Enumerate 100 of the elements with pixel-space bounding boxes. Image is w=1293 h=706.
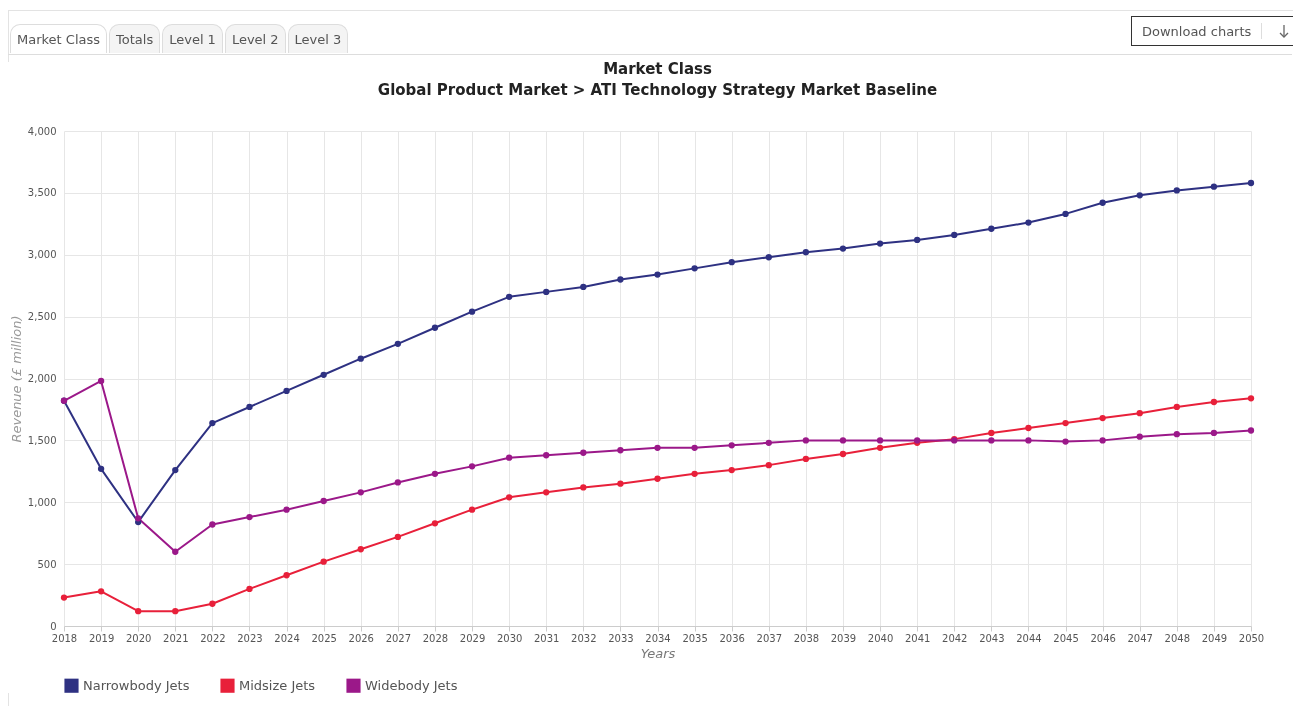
x-tick-label: 2024	[274, 632, 300, 644]
point	[283, 506, 290, 513]
y-tick-label: 3,000	[27, 249, 57, 261]
point	[765, 439, 772, 447]
point	[617, 480, 624, 487]
point	[802, 249, 810, 256]
point	[580, 283, 587, 291]
point	[654, 444, 661, 451]
point	[580, 484, 587, 491]
point	[1247, 179, 1255, 187]
text: Level 2	[224, 24, 286, 53]
point	[691, 444, 698, 451]
y-tick-label: 0	[50, 620, 57, 632]
point	[468, 506, 476, 513]
point	[172, 548, 179, 555]
point	[394, 340, 402, 348]
point	[1062, 419, 1069, 427]
point	[617, 447, 624, 454]
point	[802, 437, 810, 444]
point	[617, 276, 624, 283]
point	[1173, 403, 1180, 411]
x-tick-label: 2035	[682, 632, 708, 644]
point	[1062, 438, 1069, 445]
text: Level 3	[287, 24, 349, 53]
x-tick-label: 2026	[348, 632, 374, 644]
x-tick-label: 2043	[979, 632, 1005, 644]
point	[209, 419, 216, 427]
chart-subtitle: Global Product Market > ATI Technology Strategy Market Baseline	[377, 81, 938, 99]
point	[913, 236, 921, 244]
point	[543, 489, 550, 496]
point	[1136, 409, 1143, 417]
point	[1025, 424, 1032, 432]
point	[468, 308, 476, 315]
x-tick-label: 2034	[645, 632, 671, 644]
x-tick-label: 2050	[1238, 632, 1265, 644]
point	[1062, 210, 1069, 218]
x-tick-label: 2038	[793, 632, 820, 644]
point	[988, 225, 995, 232]
x-tick-label: 2028	[422, 632, 449, 644]
point	[135, 607, 142, 615]
point	[246, 585, 253, 593]
point	[988, 437, 995, 444]
x-tick-label: 2029	[459, 632, 486, 644]
y-tick-label: 1,000	[27, 496, 57, 508]
chart-title: Market Class	[603, 60, 712, 78]
point	[876, 437, 884, 444]
x-tick-label: 2042	[942, 632, 968, 644]
point	[320, 371, 327, 378]
point	[1210, 398, 1218, 406]
x-tick-label: 2047	[1127, 632, 1153, 644]
point	[394, 479, 402, 486]
point	[1210, 183, 1218, 190]
point	[431, 520, 439, 527]
x-tick-label: 2032	[571, 632, 597, 644]
point	[1173, 187, 1180, 194]
point	[1173, 431, 1180, 438]
point	[988, 429, 995, 437]
text: Level 1	[162, 24, 223, 53]
point	[505, 293, 513, 300]
x-tick-label: 2039	[830, 632, 857, 644]
point	[431, 470, 439, 477]
x-tick-label: 2021	[163, 632, 189, 644]
point	[654, 475, 661, 482]
x-tick-label: 2044	[1016, 632, 1042, 644]
x-tick-label: 2019	[88, 632, 115, 644]
y-tick-label: 3,500	[27, 187, 57, 199]
point	[1210, 429, 1218, 437]
point	[765, 461, 772, 469]
x-axis-title: Years	[640, 645, 676, 661]
point	[543, 452, 550, 459]
legend-label: Midsize Jets	[239, 677, 316, 693]
point	[283, 572, 290, 579]
point	[1136, 192, 1143, 199]
point	[1099, 199, 1106, 206]
point	[246, 403, 253, 411]
point	[951, 231, 958, 239]
point	[357, 355, 364, 362]
x-tick-label: 2036	[719, 632, 745, 644]
point	[468, 463, 476, 470]
point	[839, 437, 847, 444]
point	[97, 588, 105, 595]
y-axis-title: Revenue (£ million)	[8, 315, 24, 443]
y-tick-label: 2,500	[27, 311, 57, 323]
x-tick-label: 2049	[1201, 632, 1228, 644]
x-tick-label: 2020	[125, 632, 152, 644]
point	[1025, 219, 1032, 226]
x-tick-label: 2018	[51, 632, 78, 644]
point	[135, 515, 142, 522]
point	[431, 324, 439, 331]
x-tick-label: 2046	[1090, 632, 1116, 644]
x-tick-label: 2030	[496, 632, 523, 644]
point	[728, 442, 735, 449]
point	[876, 444, 884, 451]
point	[876, 240, 884, 247]
x-tick-label: 2022	[200, 632, 226, 644]
x-tick-label: 2045	[1053, 632, 1079, 644]
point	[1247, 395, 1255, 402]
point	[580, 449, 587, 456]
point	[209, 600, 216, 607]
point	[60, 594, 68, 601]
